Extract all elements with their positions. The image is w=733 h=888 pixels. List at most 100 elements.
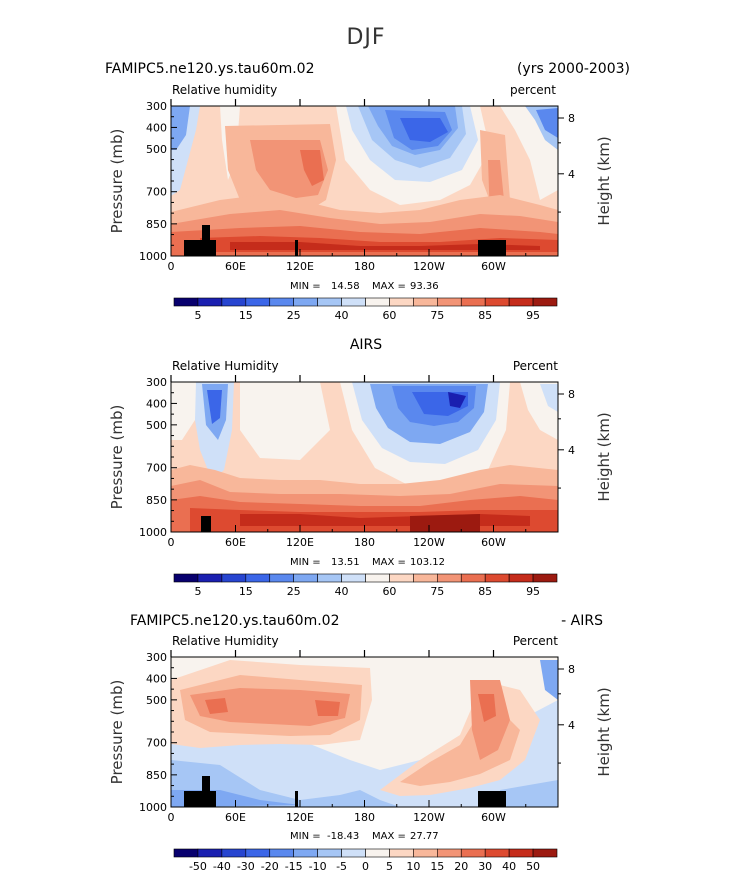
panel-1-min-label: MIN = — [290, 281, 321, 292]
colorbar-swatch — [317, 573, 342, 583]
pressure-axis-title: Pressure (mb) — [108, 405, 126, 510]
panel-3-variable-label: Relative Humidity — [172, 634, 279, 648]
panel-1: FAMIPC5.ne120.ys.tau60m.02 (yrs 2000-200… — [105, 61, 630, 322]
longitude-tick-label: 0 — [168, 260, 175, 273]
colorbar-swatch — [245, 848, 271, 858]
longitude-tick-label: 60W — [481, 536, 506, 549]
colorbar-swatch — [437, 297, 462, 307]
colorbar-label: 25 — [287, 309, 301, 322]
colorbar-swatch — [437, 573, 462, 583]
panel-1-right-title: (yrs 2000-2003) — [517, 61, 630, 77]
panel-3-min-label: MIN = — [290, 831, 321, 842]
longitude-tick-label: 180 — [354, 260, 375, 273]
panel-2-max-value: 103.12 — [410, 557, 445, 568]
panel-3-left-title: FAMIPC5.ne120.ys.tau60m.02 — [130, 613, 339, 629]
panel-2-colorbar: 5 15 25 40 60 75 85 95 — [173, 573, 558, 598]
colorbar-swatch — [173, 848, 199, 858]
colorbar-label: 20 — [454, 860, 468, 873]
panel-3: FAMIPC5.ne120.ys.tau60m.02 - AIRS Relati… — [108, 613, 613, 873]
colorbar-label: -10 — [309, 860, 327, 873]
colorbar-swatch — [197, 848, 223, 858]
colorbar-swatch — [532, 297, 558, 307]
pressure-tick-label: 700 — [146, 186, 167, 199]
colorbar-label: 10 — [406, 860, 420, 873]
pressure-tick-label: 500 — [146, 694, 167, 707]
longitude-tick-label: 120W — [413, 811, 445, 824]
colorbar-swatch — [484, 573, 510, 583]
panel-3-topography — [184, 776, 506, 807]
panel-2-topography — [201, 516, 211, 532]
panel-1-max-label: MAX = — [372, 281, 406, 292]
colorbar-swatch — [173, 297, 199, 307]
panel-1-axes: 300 400 500 700 850 1000 8 4 0 60E 120E 180 120W 60W P… — [108, 99, 613, 273]
longitude-tick-label: 0 — [168, 811, 175, 824]
longitude-tick-label: 120W — [413, 536, 445, 549]
pressure-tick-label: 300 — [146, 651, 167, 664]
panel-1-variable-label: Relative humidity — [172, 83, 277, 97]
figure-title: DJF — [346, 25, 385, 50]
colorbar-swatch — [460, 297, 486, 307]
colorbar-swatch — [460, 573, 486, 583]
colorbar-swatch — [341, 573, 366, 583]
colorbar-swatch — [245, 573, 271, 583]
colorbar-swatch — [317, 848, 342, 858]
colorbar-swatch — [389, 573, 414, 583]
colorbar-label: 95 — [526, 585, 540, 598]
colorbar-swatch — [173, 573, 199, 583]
colorbar-label: 40 — [335, 309, 349, 322]
colorbar-swatch — [484, 297, 510, 307]
panel-1-max-value: 93.36 — [410, 281, 439, 292]
longitude-tick-label: 60E — [225, 811, 246, 824]
colorbar-swatch — [389, 297, 414, 307]
colorbar-label: 0 — [362, 860, 369, 873]
colorbar-swatch — [293, 848, 318, 858]
panel-2-center-title: AIRS — [350, 337, 382, 353]
panel-3-contour-field — [171, 657, 558, 807]
colorbar-swatch — [365, 297, 390, 307]
colorbar-label: 15 — [239, 585, 253, 598]
pressure-tick-label: 300 — [146, 100, 167, 113]
panel-3-max-label: MAX = — [372, 831, 406, 842]
panel-2-contour-field — [171, 382, 558, 532]
colorbar-swatch — [341, 297, 366, 307]
panel-3-axes: 300 400 500 700 850 1000 8 4 0 60E 120E 180 120W 60W P… — [108, 650, 613, 824]
colorbar-swatch — [197, 573, 223, 583]
colorbar-label: 15 — [239, 309, 253, 322]
colorbar-swatch — [197, 297, 223, 307]
longitude-tick-label: 180 — [354, 536, 375, 549]
colorbar-swatch — [269, 297, 294, 307]
pressure-tick-label: 850 — [146, 218, 167, 231]
colorbar-swatch — [221, 297, 247, 307]
longitude-tick-label: 60W — [481, 811, 506, 824]
colorbar-swatch — [269, 848, 294, 858]
panel-2-axes: 300 400 500 700 850 1000 8 4 0 60E 120E 180 120W 60W P… — [108, 375, 613, 549]
panel-2-variable-label: Relative Humidity — [172, 359, 279, 373]
colorbar-label: -40 — [213, 860, 231, 873]
colorbar-swatch — [413, 848, 438, 858]
colorbar-label: 40 — [502, 860, 516, 873]
colorbar-label: 60 — [382, 309, 396, 322]
colorbar-swatch — [365, 573, 390, 583]
colorbar-label: 95 — [526, 309, 540, 322]
pressure-tick-label: 700 — [146, 462, 167, 475]
colorbar-swatch — [413, 573, 438, 583]
pressure-tick-label: 400 — [146, 121, 167, 134]
colorbar-label: 5 — [194, 585, 201, 598]
colorbar-label: 5 — [194, 309, 201, 322]
colorbar-label: -15 — [285, 860, 303, 873]
pressure-tick-label: 700 — [146, 737, 167, 750]
panel-3-units-label: Percent — [513, 634, 558, 648]
colorbar-swatch — [532, 848, 558, 858]
pressure-axis-title: Pressure (mb) — [108, 680, 126, 785]
colorbar-swatch — [269, 573, 294, 583]
colorbar-label: 85 — [478, 585, 492, 598]
colorbar-swatch — [389, 848, 414, 858]
colorbar-label: 60 — [382, 585, 396, 598]
panel-3-colorbar: -50 -40 -30 -20 -15 -10 -5 0 5 10 15 20 30 40 50 — [173, 848, 558, 873]
colorbar-swatch — [413, 297, 438, 307]
panel-1-units-label: percent — [510, 83, 556, 97]
colorbar-swatch — [508, 297, 534, 307]
panel-3-min-value: -18.43 — [327, 831, 359, 842]
colorbar-label: -50 — [189, 860, 207, 873]
